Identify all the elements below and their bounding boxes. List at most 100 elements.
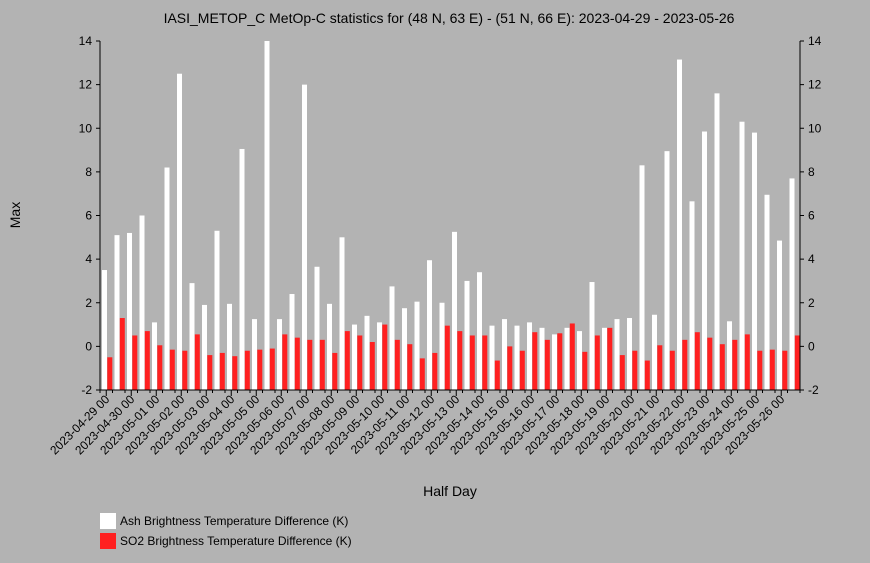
- so2-bar-25: [419, 358, 425, 390]
- ash-bar-41: [614, 319, 620, 390]
- ash-bar-13: [264, 41, 270, 390]
- ash-bar-28: [452, 231, 457, 390]
- ash-bar-50: [727, 321, 732, 390]
- so2-bar-14: [282, 334, 288, 390]
- so2-bar-37: [569, 323, 575, 390]
- legend: Ash Brightness Temperature Difference (K…: [100, 511, 352, 551]
- so2-bar-45: [669, 350, 675, 390]
- ash-bar-55: [789, 178, 795, 390]
- ash-bar-40: [602, 327, 607, 390]
- so2-bar-8: [207, 355, 213, 390]
- y-tick-label-right-4: 4: [808, 252, 815, 266]
- so2-bar-0: [107, 357, 113, 390]
- y-tick-label-left-2: 2: [85, 296, 92, 310]
- ash-bar-44: [652, 314, 657, 390]
- ash-bar-43: [639, 165, 645, 390]
- x-axis-label: Half Day: [423, 483, 477, 499]
- ash-bar-27: [439, 302, 445, 390]
- ash-bar-51: [739, 121, 745, 391]
- ash-bar-37: [564, 327, 570, 390]
- so2-bar-30: [482, 335, 488, 390]
- ash-bar-9: [214, 230, 220, 390]
- y-tick-label-left-10: 10: [79, 121, 93, 135]
- ash-bar-35: [539, 327, 545, 390]
- so2-bar-42: [632, 350, 638, 390]
- legend-label-ash: Ash Brightness Temperature Difference (K…: [120, 514, 349, 528]
- ash-bar-42: [627, 318, 632, 390]
- legend-swatch-ash: [100, 513, 116, 529]
- y-tick-label-right-14: 14: [808, 34, 822, 48]
- so2-bar-22: [382, 324, 388, 390]
- so2-bar-7: [194, 334, 200, 390]
- so2-bar-4: [157, 345, 163, 390]
- so2-bar-47: [694, 332, 700, 390]
- y-tick-label-left-8: 8: [85, 165, 92, 179]
- ash-bar-36: [552, 334, 557, 390]
- ash-bar-14: [277, 319, 282, 390]
- y-tick-label-right-2: 2: [808, 296, 815, 310]
- ash-bar-21: [364, 315, 370, 390]
- so2-bar-24: [407, 344, 413, 390]
- ash-bar-31: [489, 325, 495, 390]
- ash-bar-3: [139, 215, 145, 390]
- so2-bar-1: [119, 318, 125, 390]
- legend-swatch-so2: [100, 533, 116, 549]
- so2-bar-34: [532, 332, 538, 390]
- ash-bar-26: [427, 260, 432, 390]
- so2-bar-6: [182, 350, 188, 390]
- y-tick-label-left-14: 14: [79, 34, 93, 48]
- ash-bar-47: [689, 201, 695, 390]
- y-tick-label-left-12: 12: [79, 78, 93, 92]
- ash-bar-11: [239, 148, 245, 390]
- so2-bar-28: [457, 331, 463, 390]
- so2-bar-33: [519, 350, 525, 390]
- so2-bar-18: [332, 352, 338, 390]
- ash-bar-23: [389, 286, 395, 390]
- y-tick-label-right--2: -2: [808, 383, 819, 397]
- so2-bar-40: [607, 327, 613, 390]
- so2-bar-41: [619, 355, 625, 390]
- y-tick-label-right-10: 10: [808, 121, 822, 135]
- ash-bar-15: [289, 294, 295, 390]
- ash-bar-30: [477, 272, 482, 390]
- ash-bar-53: [764, 194, 770, 390]
- so2-bar-54: [782, 350, 788, 390]
- so2-bar-48: [707, 337, 713, 390]
- so2-bar-38: [582, 351, 588, 390]
- y-tick-label-right-6: 6: [808, 209, 815, 223]
- so2-bar-16: [307, 339, 313, 390]
- ash-bar-8: [202, 304, 207, 390]
- y-axis-label: Max: [7, 202, 23, 228]
- so2-bar-10: [232, 356, 238, 390]
- y-tick-label-left--2: -2: [81, 383, 92, 397]
- so2-bar-55: [794, 335, 800, 390]
- so2-bar-46: [682, 339, 688, 390]
- ash-bar-49: [714, 93, 720, 390]
- ash-bar-34: [527, 322, 532, 390]
- ash-bar-19: [339, 237, 345, 390]
- chart-title: IASI_METOP_C MetOp-C statistics for (48 …: [164, 10, 735, 26]
- so2-bar-39: [594, 335, 600, 390]
- legend-item-so2: SO2 Brightness Temperature Difference (K…: [100, 531, 352, 551]
- so2-bar-43: [644, 360, 650, 390]
- ash-bar-29: [464, 280, 470, 390]
- ash-bar-39: [589, 282, 595, 390]
- ash-bar-12: [252, 319, 257, 390]
- so2-bar-35: [544, 339, 550, 390]
- ash-bar-24: [402, 308, 407, 390]
- ash-bar-5: [164, 167, 170, 390]
- ash-bar-20: [352, 324, 357, 390]
- so2-bar-31: [494, 360, 500, 390]
- ash-bar-38: [577, 331, 582, 390]
- so2-bar-2: [132, 335, 138, 390]
- ash-bar-17: [314, 266, 320, 390]
- so2-bar-21: [369, 342, 375, 390]
- so2-bar-51: [744, 334, 750, 390]
- y-tick-label-right-0: 0: [808, 339, 815, 353]
- ash-bar-25: [414, 301, 420, 390]
- so2-bar-20: [357, 335, 363, 390]
- so2-bar-17: [319, 339, 325, 390]
- y-tick-label-right-12: 12: [808, 78, 822, 92]
